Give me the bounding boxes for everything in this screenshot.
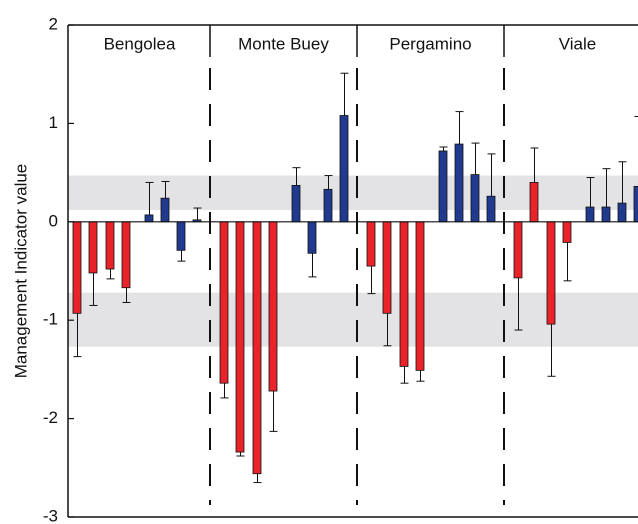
bar (121, 221, 131, 289)
bar (470, 174, 480, 223)
bar (339, 115, 349, 223)
bar (323, 188, 333, 223)
bar (366, 221, 376, 267)
y-tick-label: -2 (43, 408, 58, 427)
y-tick-label: -1 (43, 310, 58, 329)
group-label: Pergamino (389, 34, 471, 53)
y-tick-label: -3 (43, 506, 58, 524)
y-tick-label: 2 (49, 14, 58, 33)
bar (562, 221, 572, 243)
bar (307, 221, 317, 254)
bar (72, 221, 82, 314)
group-label: Viale (559, 34, 597, 53)
y-tick-label: 0 (49, 211, 58, 230)
bar (399, 221, 409, 367)
bar (88, 221, 98, 274)
bar (438, 150, 448, 223)
bar (382, 221, 392, 314)
bar (160, 197, 170, 223)
reference-band (68, 292, 638, 347)
y-axis-label: Management Indicator value (11, 164, 30, 379)
bar (601, 206, 611, 223)
group-label: Monte Buey (238, 34, 329, 53)
bar (513, 221, 523, 279)
bar (415, 221, 425, 371)
bar (617, 202, 627, 223)
bar (633, 185, 638, 223)
y-tick-label: 1 (49, 113, 58, 132)
bar (585, 206, 595, 223)
bar (268, 221, 278, 392)
bar (176, 221, 186, 251)
bar (105, 221, 115, 270)
bar (252, 221, 262, 475)
bar (454, 143, 464, 223)
bar (486, 195, 496, 223)
bar (291, 184, 301, 223)
reference-band (68, 175, 638, 210)
bar (546, 221, 556, 325)
bar (219, 221, 229, 384)
bar (144, 214, 154, 223)
bar (529, 182, 539, 223)
bar (235, 221, 245, 453)
group-label: Bengolea (104, 34, 176, 53)
